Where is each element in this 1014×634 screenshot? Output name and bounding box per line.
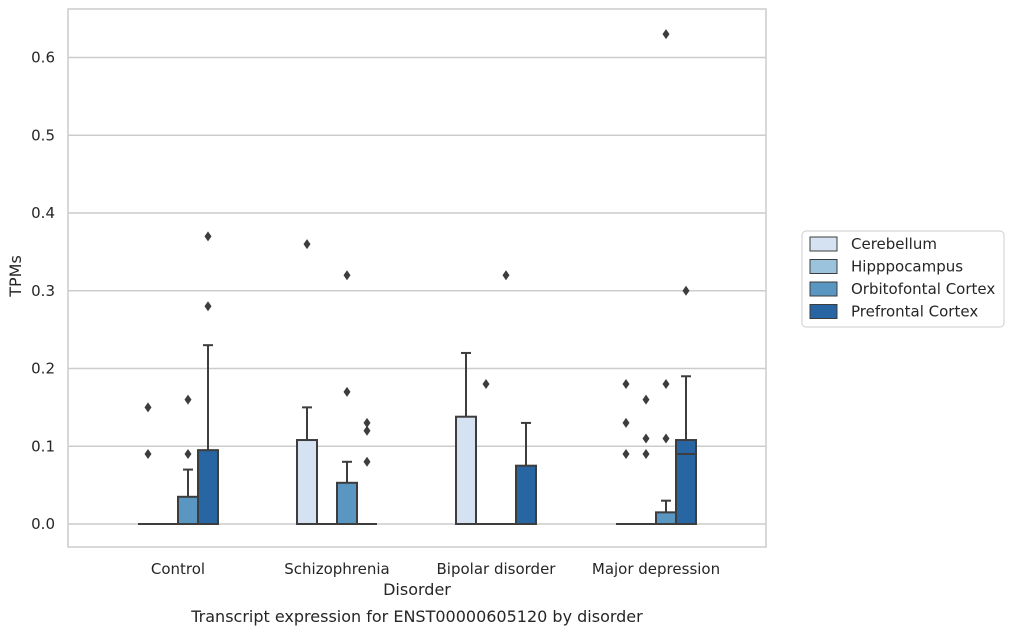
y-axis-label: TPMs <box>6 255 25 298</box>
box <box>655 511 677 526</box>
x-tick-label: Bipolar disorder <box>437 560 557 578</box>
box <box>336 481 358 526</box>
box <box>455 415 477 525</box>
y-tick-label: 0.0 <box>31 515 55 533</box>
outlier-point <box>662 433 670 444</box>
box-2-2 <box>496 270 516 525</box>
outlier-point <box>204 231 212 242</box>
legend-frame <box>801 230 1005 328</box>
box <box>177 495 199 526</box>
outlier-point <box>204 301 212 312</box>
outlier-point <box>144 449 152 460</box>
outlier-point <box>622 449 630 460</box>
outlier-point <box>662 379 670 390</box>
box-0-3 <box>616 379 636 525</box>
outlier-point <box>343 386 351 397</box>
outlier-point <box>303 239 311 250</box>
chart-caption: Transcript expression for ENST0000060512… <box>190 607 643 626</box>
x-tick-label: Major depression <box>592 560 720 578</box>
box-1-3 <box>636 394 656 525</box>
legend-swatch <box>809 281 838 297</box>
y-tick-label: 0.4 <box>31 204 55 222</box>
box-2-1 <box>336 270 358 526</box>
outlier-point <box>622 379 630 390</box>
y-tick-label: 0.1 <box>31 437 55 455</box>
outlier-point <box>682 285 690 296</box>
outlier-point <box>622 417 630 428</box>
y-tick-label: 0.2 <box>31 360 55 378</box>
legend-item-2: Orbitofontal Cortex <box>809 280 995 298</box>
x-tick-label: Control <box>151 560 205 578</box>
box <box>515 464 537 525</box>
outlier-point <box>184 394 192 405</box>
outlier-point <box>343 270 351 281</box>
box-2-3 <box>655 29 677 526</box>
outlier-point <box>642 449 650 460</box>
x-axis-label: Disorder <box>383 580 451 599</box>
legend-label: Hipppocampus <box>851 258 963 276</box>
legend-label: Cerebellum <box>851 235 937 253</box>
y-tick-label: 0.6 <box>31 49 55 67</box>
box-3-2 <box>515 421 537 525</box>
box <box>296 439 318 525</box>
legend-label: Orbitofontal Cortex <box>851 280 995 298</box>
outlier-point <box>363 425 371 436</box>
legend: Cerebellum Hipppocampus Orbitofontal Corte… <box>801 230 1005 328</box>
box-3-0 <box>197 231 219 526</box>
box-0-0 <box>138 402 158 525</box>
outlier-point <box>642 394 650 405</box>
outlier-point <box>662 29 670 40</box>
x-tick-label: Schizophrenia <box>284 560 389 578</box>
legend-item-1: Hipppocampus <box>809 258 963 276</box>
outlier-point <box>363 456 371 467</box>
legend-item-3: Prefrontal Cortex <box>809 303 978 321</box>
outlier-point <box>482 379 490 390</box>
box <box>197 449 219 526</box>
outlier-point <box>144 402 152 413</box>
legend-swatch <box>809 236 838 252</box>
legend-item-0: Cerebellum <box>809 235 937 253</box>
y-tick-label: 0.5 <box>31 126 55 144</box>
outlier-point <box>184 449 192 460</box>
box-0-1 <box>296 239 318 525</box>
box-2-0 <box>177 394 199 526</box>
box <box>675 439 697 525</box>
box-1-2 <box>476 379 496 525</box>
box-3-3 <box>675 285 697 525</box>
y-tick-label: 0.3 <box>31 282 55 300</box>
y-axis-ticks: 0.0 0.1 0.2 0.3 0.4 0.5 0.6 <box>31 49 55 534</box>
box-0-2 <box>455 351 477 525</box>
x-axis-ticks: Control Schizophrenia Bipolar disorder Majo… <box>151 560 720 578</box>
grid-lines <box>68 56 766 525</box>
outlier-point <box>642 433 650 444</box>
box-plot-area <box>138 29 697 526</box>
outlier-point <box>363 417 371 428</box>
box-3-1 <box>357 417 377 525</box>
legend-swatch <box>809 259 838 274</box>
legend-label: Prefrontal Cortex <box>851 303 978 321</box>
outlier-point <box>502 270 510 281</box>
plot-frame <box>67 8 767 548</box>
legend-swatch <box>809 304 838 319</box>
